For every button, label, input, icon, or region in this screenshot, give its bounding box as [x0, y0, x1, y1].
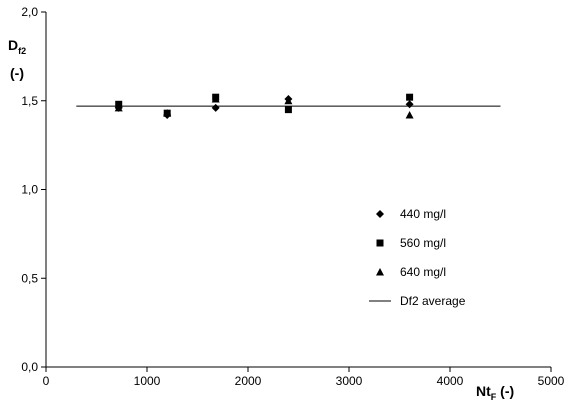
y-tick-label: 1,0: [21, 183, 38, 197]
y-axis-title-main: D: [8, 37, 18, 53]
legend: 440 mg/l 560 mg/l 640 mg/l Df2 average: [369, 207, 466, 308]
diamond-point: [212, 104, 220, 112]
x-tick-label: 1000: [134, 374, 161, 388]
y-tick-label: 0,5: [21, 271, 38, 285]
axes: [46, 12, 551, 367]
legend-diamond-marker: [376, 210, 384, 218]
legend-triangle-marker: [376, 268, 384, 276]
x-axis-title-suffix: (-): [496, 383, 514, 399]
y-axis-title: Df2: [8, 37, 26, 56]
legend-label: 640 mg/l: [400, 265, 446, 279]
legend-label: Df2 average: [400, 294, 466, 308]
y-ticks: 0,0 0,5 1,0 1,5 2,0: [21, 5, 46, 374]
legend-label: 560 mg/l: [400, 236, 446, 250]
y-tick-label: 2,0: [21, 5, 38, 19]
y-axis-title-sub: f2: [18, 46, 26, 56]
triangle-point: [406, 111, 414, 119]
square-point: [406, 94, 413, 101]
x-tick-label: 4000: [437, 374, 464, 388]
y-tick-label: 0,0: [21, 360, 38, 374]
x-tick-label: 0: [43, 374, 50, 388]
y-tick-label: 1,5: [21, 94, 38, 108]
legend-square-marker: [377, 240, 384, 247]
x-axis-title: NtF (-): [476, 383, 514, 402]
diamond-point: [406, 100, 414, 108]
x-tick-label: 2000: [235, 374, 262, 388]
x-tick-label: 3000: [336, 374, 363, 388]
legend-label: 440 mg/l: [400, 207, 446, 221]
x-tick-label: 5000: [538, 374, 565, 388]
x-axis-title-main: Nt: [476, 383, 491, 399]
square-point: [285, 106, 292, 113]
y-axis-unit: (-): [10, 65, 24, 81]
